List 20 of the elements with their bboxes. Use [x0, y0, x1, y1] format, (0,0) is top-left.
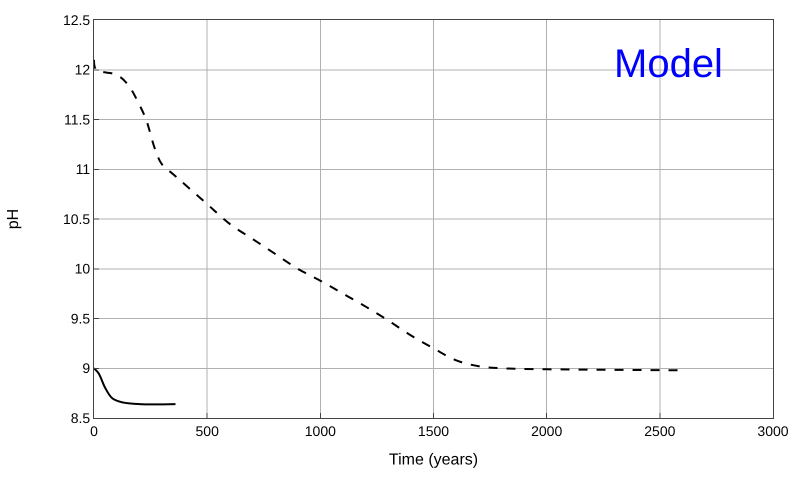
x-tick-label: 2000 — [531, 422, 562, 439]
y-tick-label: 9.5 — [70, 310, 90, 326]
line-series — [94, 367, 176, 406]
annotation: Model — [614, 42, 723, 86]
y-tick-label: 11.5 — [64, 111, 90, 128]
y-axis-title: pH — [4, 208, 22, 230]
x-tick-label: 3000 — [757, 422, 789, 439]
y-tick-label: 12 — [74, 62, 90, 78]
y-tick-label: 9 — [82, 360, 90, 376]
y-tick-label: 12.5 — [62, 12, 90, 28]
y-tick-label: 11 — [76, 161, 90, 178]
x-tick-label: 2500 — [644, 422, 676, 439]
y-tick-label: 8.5 — [70, 410, 90, 426]
x-tick-label: 0 — [90, 422, 98, 439]
y-tick-label: 10 — [74, 260, 90, 277]
x-tick-label: 500 — [195, 422, 220, 439]
x-tick-label: 1000 — [304, 422, 336, 439]
x-tick-label: 1500 — [418, 422, 450, 439]
x-axis-title: Time (years) — [388, 452, 478, 468]
y-tick-label: 10.5 — [62, 210, 90, 227]
